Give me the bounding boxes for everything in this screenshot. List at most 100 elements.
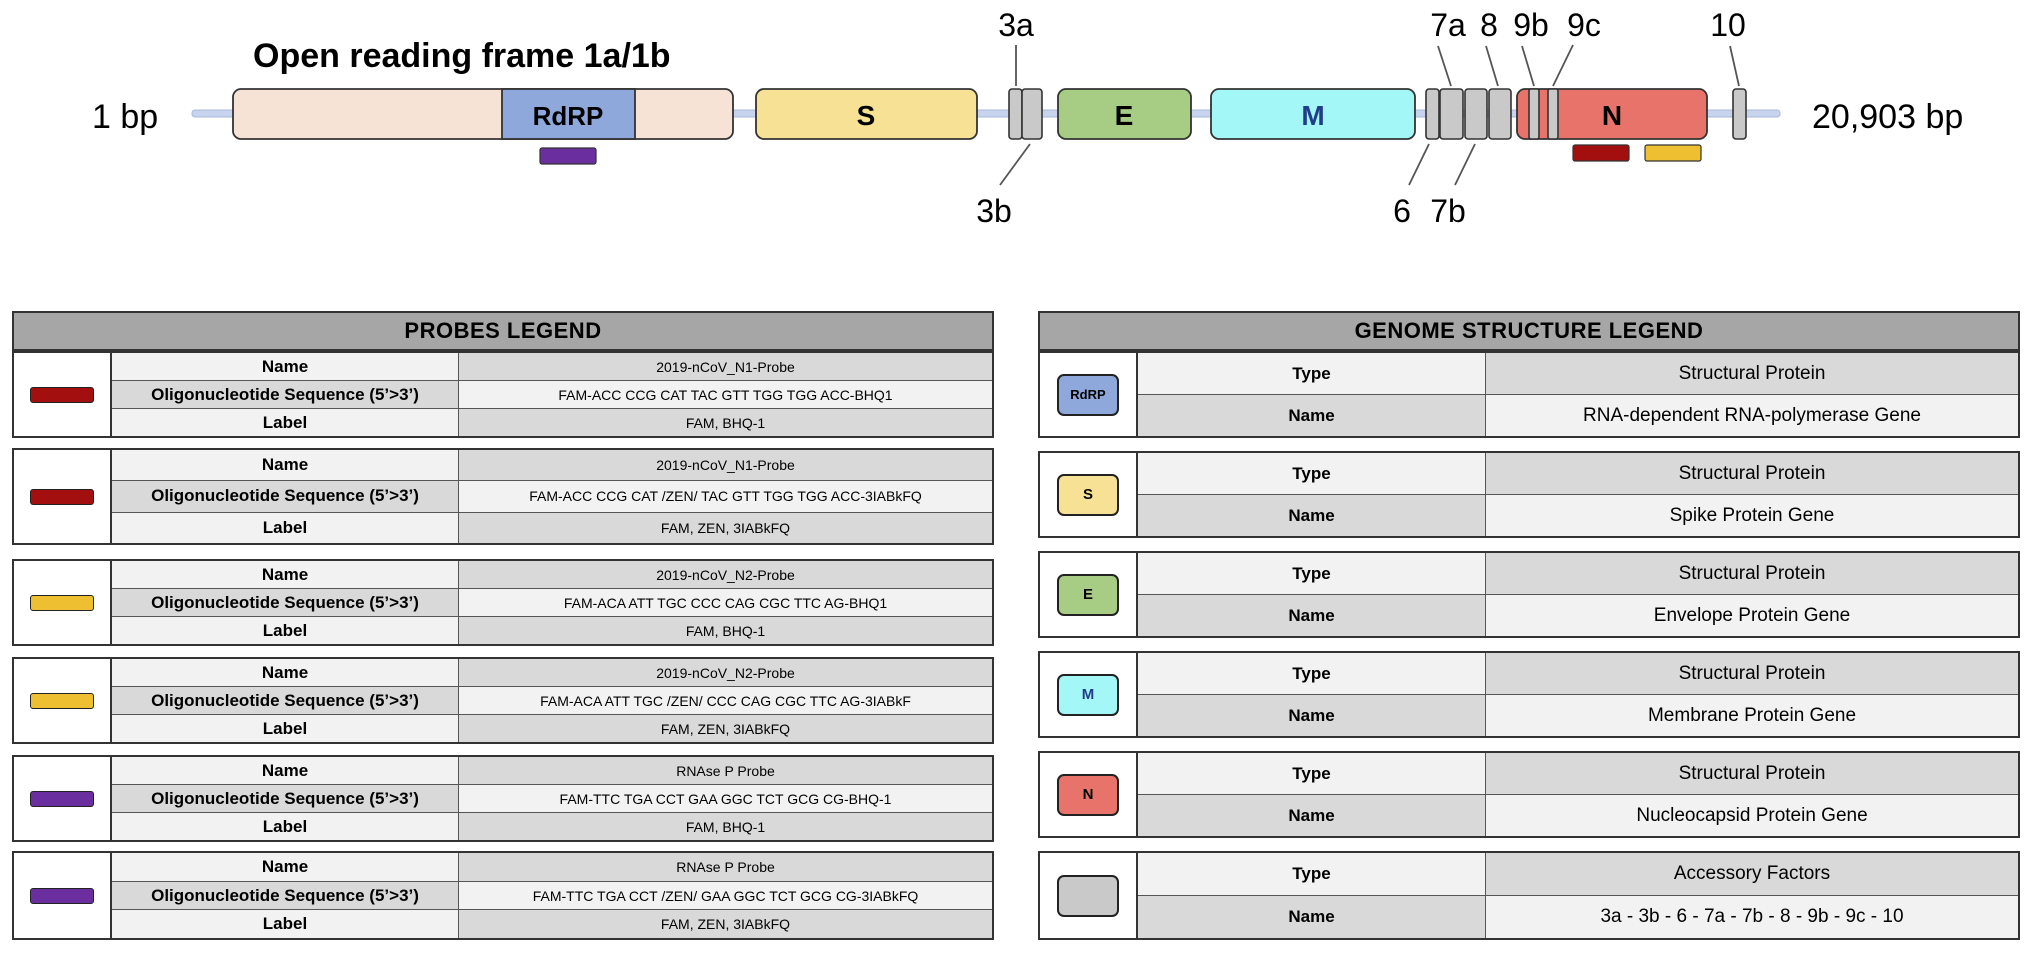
probe-sequence-value: FAM-ACA ATT TGC CCC CAG CGC TTC AG-BHQ1: [459, 589, 992, 616]
probe-mark-rnase-p: [539, 147, 597, 165]
gene-name-value: Spike Protein Gene: [1486, 495, 2018, 536]
gene-type-value: Structural Protein: [1486, 553, 2018, 594]
probe-name-key: Name: [112, 757, 459, 784]
probe-label-key: Label: [112, 910, 459, 939]
gene-rows: Type Structural Protein Name RNA-dependent …: [1138, 353, 2018, 436]
start-bp-label: 1 bp: [92, 98, 158, 136]
end-bp-label: 20,903 bp: [1812, 98, 1963, 136]
probes-legend-header-panel: PROBES LEGEND: [12, 311, 994, 351]
probe-sequence-key: Oligonucleotide Sequence (5’>3’): [112, 881, 459, 910]
gene-color-swatch: E: [1057, 573, 1119, 616]
probe-sequence-key: Oligonucleotide Sequence (5’>3’): [112, 381, 459, 408]
probe-rows: Name RNAse P Probe Oligonucleotide Sequenc…: [112, 757, 992, 840]
probe-rows: Name RNAse P Probe Oligonucleotide Sequenc…: [112, 853, 992, 939]
probe-label-value: FAM, BHQ-1: [459, 813, 992, 840]
gene-type-value: Structural Protein: [1486, 653, 2018, 694]
genome-legend-header-panel: GENOME STRUCTURE LEGEND: [1038, 311, 2020, 351]
probe-sequence-key: Oligonucleotide Sequence (5’>3’): [112, 687, 459, 714]
probe-swatch-cell: [14, 353, 112, 436]
probe-label-value: FAM, ZEN, 3IABkFQ: [459, 715, 992, 742]
s-gene-box: [755, 88, 978, 140]
gene-name-key: Name: [1138, 896, 1486, 938]
gene-type-key: Type: [1138, 853, 1486, 895]
gene-name-key: Name: [1138, 795, 1486, 836]
genome-structure-entry: N Type Structural Protein Name Nucleocapsid …: [1038, 751, 2020, 838]
probe-label-value: FAM, ZEN, 3IABkFQ: [459, 512, 992, 543]
label-7b: 7b: [1430, 193, 1466, 229]
label-9c: 9c: [1567, 7, 1601, 43]
gene-color-swatch: [1057, 874, 1119, 917]
probe-label-key: Label: [112, 409, 459, 436]
probe-swatch-cell: [14, 450, 112, 543]
pointer-6: [1408, 143, 1430, 186]
accessory-9c-box: [1547, 88, 1559, 140]
probe-name-value: 2019-nCoV_N2-Probe: [459, 561, 992, 588]
gene-swatch-cell: E: [1040, 553, 1138, 636]
gene-name-key: Name: [1138, 395, 1486, 436]
genome-map: Open reading frame 1a/1b 1 bp 20,903 bp …: [92, 7, 1963, 229]
gene-type-value: Structural Protein: [1486, 753, 2018, 794]
gene-swatch-cell: N: [1040, 753, 1138, 836]
gene-name-value: Nucleocapsid Protein Gene: [1486, 795, 2018, 836]
gene-type-value: Structural Protein: [1486, 353, 2018, 394]
gene-color-swatch: N: [1057, 773, 1119, 816]
s-gene-label: S: [857, 100, 876, 131]
gene-color-swatch: RdRP: [1057, 373, 1119, 416]
pointer-8: [1485, 45, 1499, 87]
probe-label-value: FAM, BHQ-1: [459, 409, 992, 436]
probes-legend-title: PROBES LEGEND: [14, 313, 992, 349]
probe-name-value: RNAse P Probe: [459, 853, 992, 881]
gene-name-key: Name: [1138, 695, 1486, 736]
probe-label-key: Label: [112, 813, 459, 840]
rdrp-gene-label: RdRP: [533, 101, 604, 131]
m-gene-box: [1210, 88, 1416, 140]
accessory-8-box: [1488, 88, 1512, 140]
probe-color-swatch: [30, 887, 94, 904]
probe-name-value: 2019-nCoV_N1-Probe: [459, 353, 992, 380]
genome-structure-entry: E Type Structural Protein Name Envelope Prot…: [1038, 551, 2020, 638]
e-gene-box: [1057, 88, 1192, 140]
pointer-7a: [1437, 45, 1452, 87]
pointer-9c: [1552, 44, 1574, 87]
gene-swatch-cell: M: [1040, 653, 1138, 736]
probe-entry: Name 2019-nCoV_N2-Probe Oligonucleotide Se…: [12, 559, 994, 646]
probe-name-key: Name: [112, 450, 459, 481]
probe-sequence-value: FAM-ACC CCG CAT /ZEN/ TAC GTT TGG TGG AC…: [459, 481, 992, 512]
probe-name-key: Name: [112, 353, 459, 380]
probe-name-value: 2019-nCoV_N1-Probe: [459, 450, 992, 481]
gene-rows: Type Structural Protein Name Nucleocapsid P…: [1138, 753, 2018, 836]
probe-name-key: Name: [112, 853, 459, 881]
label-8: 8: [1480, 7, 1498, 43]
gene-name-key: Name: [1138, 595, 1486, 636]
accessory-6-box: [1425, 88, 1440, 140]
pointer-7b: [1454, 143, 1476, 186]
probe-name-value: 2019-nCoV_N2-Probe: [459, 659, 992, 686]
probe-swatch-cell: [14, 757, 112, 840]
label-7a: 7a: [1430, 7, 1466, 43]
pointer-3b: [999, 143, 1031, 186]
genome-structure-entry: Type Accessory Factors Name 3a - 3b - 6 - 7…: [1038, 851, 2020, 940]
accessory-10-box: [1732, 88, 1747, 140]
probe-entry: Name 2019-nCoV_N1-Probe Oligonucleotide Se…: [12, 448, 994, 545]
probe-sequence-value: FAM-TTC TGA CCT GAA GGC TCT GCG CG-BHQ-1: [459, 785, 992, 812]
gene-rows: Type Structural Protein Name Membrane Prote…: [1138, 653, 2018, 736]
probe-swatch-cell: [14, 853, 112, 938]
probe-sequence-key: Oligonucleotide Sequence (5’>3’): [112, 481, 459, 512]
gene-type-key: Type: [1138, 453, 1486, 494]
genome-structure-entry: S Type Structural Protein Name Spike Protein…: [1038, 451, 2020, 538]
probe-rows: Name 2019-nCoV_N2-Probe Oligonucleotide Se…: [112, 561, 992, 644]
gene-name-value: RNA-dependent RNA-polymerase Gene: [1486, 395, 2018, 436]
probe-sequence-value: FAM-ACA ATT TGC /ZEN/ CCC CAG CGC TTC AG…: [459, 687, 992, 714]
gene-name-value: Envelope Protein Gene: [1486, 595, 2018, 636]
probe-sequence-key: Oligonucleotide Sequence (5’>3’): [112, 785, 459, 812]
accessory-7b-box: [1464, 88, 1488, 140]
orf-title: Open reading frame 1a/1b: [253, 37, 671, 75]
pointer-9b: [1521, 45, 1535, 87]
accessory-7a-box: [1439, 88, 1464, 140]
gene-type-key: Type: [1138, 753, 1486, 794]
gene-type-value: Accessory Factors: [1486, 853, 2018, 895]
label-10: 10: [1710, 7, 1746, 43]
gene-type-value: Structural Protein: [1486, 453, 2018, 494]
probe-color-swatch: [30, 692, 94, 709]
probe-sequence-value: FAM-ACC CCG CAT TAC GTT TGG TGG ACC-BHQ1: [459, 381, 992, 408]
